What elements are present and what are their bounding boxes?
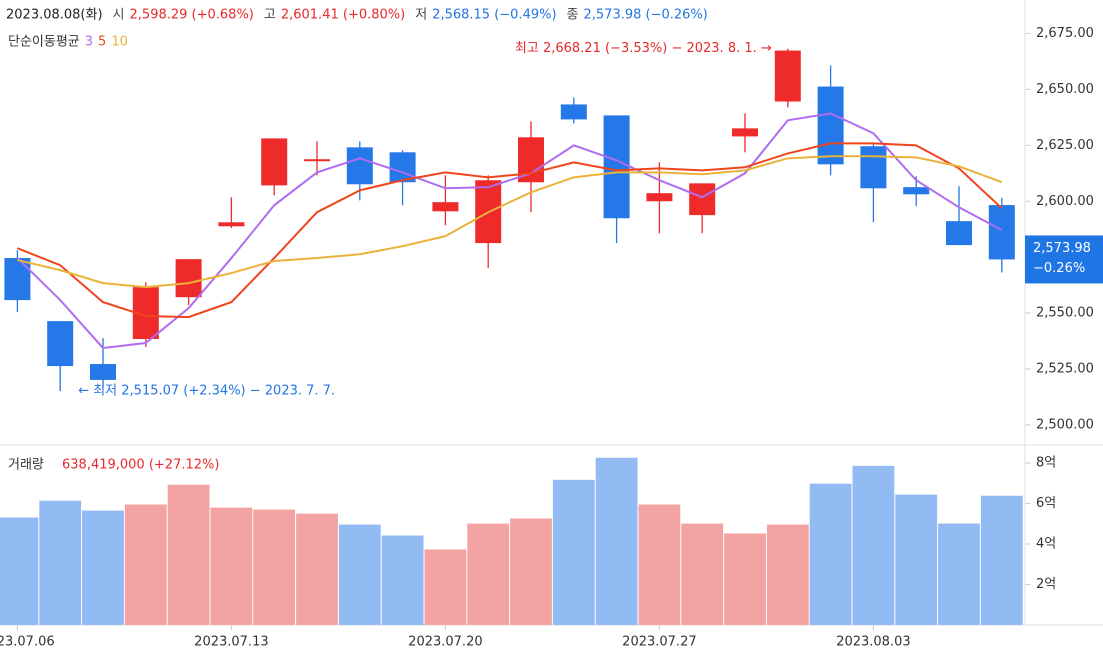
last-price-box bbox=[1025, 235, 1103, 284]
volume-bar bbox=[766, 524, 809, 625]
header-text: 2,568.15 (−0.49%) bbox=[432, 8, 556, 23]
y2-tick-label: 4억 bbox=[1036, 537, 1056, 552]
ma-line bbox=[17, 155, 1003, 289]
header-text: 고 bbox=[264, 8, 276, 23]
candle-body bbox=[90, 364, 116, 380]
volume-bar bbox=[852, 465, 895, 625]
candle-body bbox=[389, 152, 416, 183]
candle-body bbox=[218, 222, 245, 227]
volume-bar bbox=[595, 457, 638, 625]
volume-bar bbox=[167, 484, 210, 625]
low-annotation: ← 최저 2,515.07 (+2.34%) − 2023. 7. 7. bbox=[78, 384, 335, 399]
candle-body bbox=[988, 205, 1015, 260]
candle-body bbox=[689, 183, 716, 216]
candle-body bbox=[47, 321, 74, 367]
y2-tick-label: 8억 bbox=[1036, 456, 1056, 471]
y-tick-label: 2,500.00 bbox=[1036, 417, 1094, 432]
candle-body bbox=[432, 202, 459, 212]
volume-bar bbox=[39, 500, 82, 625]
ma-line bbox=[17, 142, 1003, 319]
ma-line bbox=[16, 112, 1003, 350]
candle-body bbox=[946, 221, 972, 246]
candle-body bbox=[261, 138, 288, 186]
candle-body bbox=[304, 159, 330, 162]
candle-body bbox=[774, 50, 801, 102]
volume-bar bbox=[724, 533, 766, 625]
x-tick-label: 2023.07.06 bbox=[0, 635, 55, 650]
y-tick-label: 2,650.00 bbox=[1036, 82, 1094, 97]
volume-bar bbox=[82, 510, 124, 625]
candle-body bbox=[603, 115, 630, 219]
volume-bar bbox=[0, 517, 39, 625]
volume-label: 638,419,000 (+27.12%) bbox=[62, 458, 219, 473]
volume-bar bbox=[809, 483, 852, 625]
x-tick-label: 2023.07.13 bbox=[194, 635, 268, 650]
legend-title: 단순이동평균 bbox=[8, 35, 80, 50]
x-tick-label: 2023.08.03 bbox=[836, 635, 910, 650]
volume-bar bbox=[467, 523, 510, 625]
candle-body bbox=[4, 258, 31, 301]
y2-tick-label: 2억 bbox=[1036, 577, 1056, 592]
volume-bar bbox=[681, 523, 724, 625]
volume-bar bbox=[638, 504, 681, 625]
volume-bar bbox=[124, 504, 167, 625]
volume-bar bbox=[381, 535, 424, 625]
y-tick-label: 2,550.00 bbox=[1036, 306, 1094, 321]
header-text: 시 bbox=[113, 8, 125, 23]
volume-bar bbox=[296, 513, 338, 625]
candle-body bbox=[903, 187, 930, 195]
candle-body bbox=[860, 146, 887, 189]
header-text: 2,573.98 (−0.26%) bbox=[584, 8, 708, 23]
volume-bar bbox=[938, 523, 980, 625]
volume-bar bbox=[980, 495, 1023, 625]
x-tick-label: 2023.07.27 bbox=[622, 635, 696, 650]
volume-title: 거래량 bbox=[8, 458, 44, 473]
volume-bar bbox=[424, 549, 467, 625]
legend-entry: 5 bbox=[98, 35, 106, 50]
header-text: 종 bbox=[567, 8, 579, 23]
last-change: −0.26% bbox=[1033, 261, 1085, 276]
last-price: 2,573.98 bbox=[1033, 241, 1091, 256]
volume-bar bbox=[210, 507, 253, 625]
legend-entry: 10 bbox=[111, 35, 128, 50]
header-text: 2023.08.08(화) bbox=[6, 8, 103, 23]
candle-body bbox=[346, 147, 373, 185]
volume-bar bbox=[895, 494, 938, 625]
y-tick-label: 2,600.00 bbox=[1036, 194, 1094, 209]
volume-bar bbox=[510, 518, 552, 625]
y-tick-label: 2,675.00 bbox=[1036, 26, 1094, 41]
volume-bar bbox=[338, 524, 381, 625]
candle-body bbox=[732, 128, 758, 137]
x-tick-label: 2023.07.20 bbox=[408, 635, 482, 650]
volume-bar bbox=[253, 509, 296, 625]
legend-entry: 3 bbox=[85, 35, 93, 50]
y-tick-label: 2,625.00 bbox=[1036, 138, 1094, 153]
candle-body bbox=[560, 104, 587, 120]
y2-tick-label: 6억 bbox=[1036, 496, 1056, 511]
header-text: 2,598.29 (+0.68%) bbox=[130, 8, 254, 23]
volume-bar bbox=[552, 479, 595, 625]
high-annotation: 최고 2,668.21 (−3.53%) − 2023. 8. 1. → bbox=[515, 41, 772, 56]
header-text: 2,601.41 (+0.80%) bbox=[281, 8, 405, 23]
header-text: 저 bbox=[415, 8, 427, 23]
y-tick-label: 2,525.00 bbox=[1036, 361, 1094, 376]
candle-body bbox=[175, 259, 202, 298]
candle-body bbox=[646, 193, 673, 202]
candle-body bbox=[817, 86, 844, 165]
